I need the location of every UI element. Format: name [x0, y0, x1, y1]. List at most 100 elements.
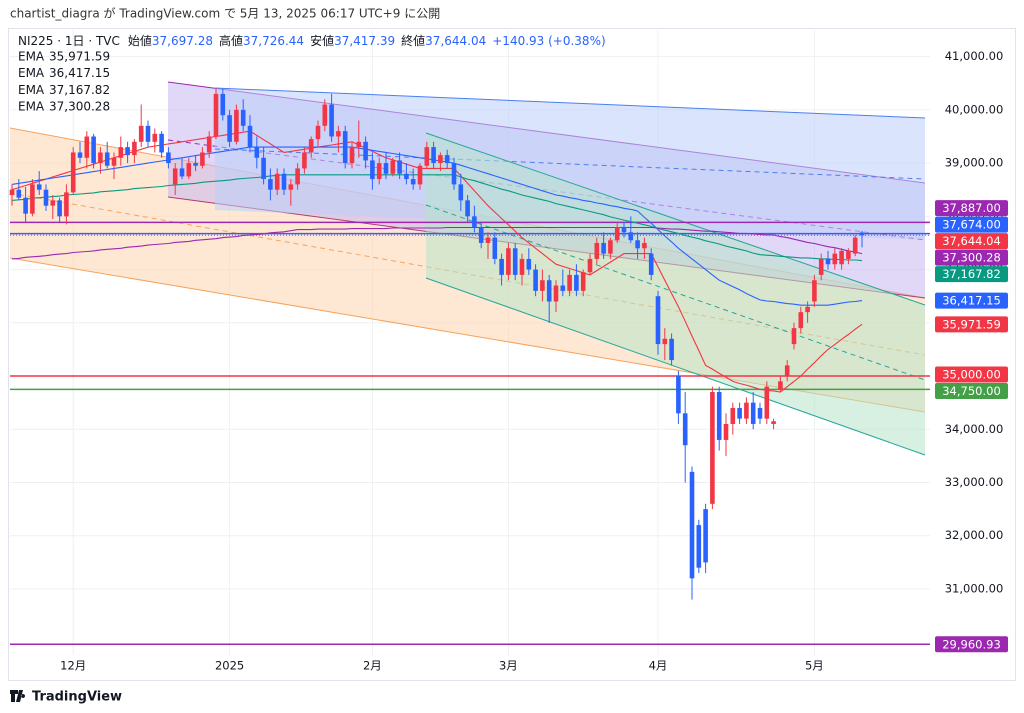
- x-tick-label: 12月: [60, 659, 86, 673]
- x-tick-label: 5月: [805, 659, 824, 673]
- candle-body: [655, 296, 661, 345]
- price-badge-label: 35,971.59: [942, 317, 1001, 331]
- legend: NI225 · 1日 · TVC 始値37,697.28 高値37,726.44 安値…: [18, 33, 606, 114]
- channel-line: [425, 277, 926, 456]
- price-badge-label: 37,167.82: [942, 267, 1001, 281]
- candle-body: [750, 402, 756, 424]
- price-badge: [935, 316, 1008, 333]
- candle-body: [70, 152, 76, 193]
- candle-body: [254, 147, 260, 158]
- candle-body: [179, 168, 185, 177]
- ohlc-value: 37,697.28: [152, 34, 213, 48]
- x-tick-label: 3月: [499, 659, 518, 673]
- candle-body: [397, 160, 402, 174]
- candle-body: [648, 253, 654, 275]
- candle-body: [778, 381, 783, 390]
- ohlc-name: 高値: [219, 33, 243, 48]
- candle-body: [261, 157, 266, 180]
- price-badge-label: 29,960.93: [942, 637, 1001, 651]
- candle-body: [710, 392, 715, 504]
- candle-body: [805, 306, 810, 313]
- channels: [9, 81, 926, 456]
- candle-body: [716, 392, 722, 440]
- logo: [10, 690, 26, 702]
- ohlc-name: 安値: [310, 33, 334, 48]
- published-note: chartist_diagra が TradingView.com で 5月 1…: [10, 6, 440, 21]
- channel-mid: [425, 204, 926, 381]
- candle-body: [57, 200, 62, 217]
- legend-name: EMA: [18, 66, 45, 80]
- symbol: NI225 · 1日 · TVC: [18, 34, 120, 48]
- candle-body: [295, 168, 300, 185]
- candle-body: [193, 163, 198, 166]
- price-badge: [935, 382, 1008, 399]
- y-tick-label: 41,000.00: [945, 49, 1004, 63]
- price-badge-label: 36,417.15: [942, 294, 1001, 308]
- candle-body: [812, 280, 817, 302]
- candle-body: [247, 125, 253, 148]
- candle-body: [594, 242, 600, 259]
- price-badge: [935, 216, 1008, 233]
- candle-body: [784, 365, 790, 377]
- candle-body: [682, 413, 688, 446]
- footer: TradingView: [10, 690, 122, 705]
- candle-body: [118, 147, 124, 158]
- frame: [8, 28, 1016, 681]
- candle-body: [64, 192, 69, 217]
- candle-body: [138, 125, 144, 142]
- candle-body: [567, 274, 572, 291]
- candle-body: [329, 104, 334, 137]
- candle-body: [608, 240, 613, 254]
- candle-body: [839, 250, 844, 265]
- ohlc-name: 終値: [401, 33, 425, 48]
- candles: [9, 88, 865, 600]
- candle-body: [444, 155, 450, 164]
- candle-body: [662, 338, 668, 345]
- candle-body: [98, 152, 103, 164]
- candle-body: [315, 125, 321, 140]
- candle-body: [587, 258, 593, 273]
- candle-body: [852, 237, 858, 254]
- price-badge: [935, 292, 1008, 309]
- candle-body: [50, 200, 56, 206]
- candle-body: [635, 240, 640, 249]
- price-badge: [935, 366, 1008, 383]
- candle-body: [16, 189, 22, 198]
- ohlc-value: 37,644.04: [425, 34, 486, 48]
- candle-body: [404, 173, 409, 180]
- candle-body: [30, 184, 35, 214]
- candle-body: [206, 136, 212, 153]
- candle-body: [268, 179, 273, 190]
- legend-value: 36,417.15: [49, 66, 110, 80]
- candle-body: [580, 272, 586, 291]
- x-tick-label: 4月: [649, 659, 668, 673]
- legend-name: EMA: [18, 50, 45, 64]
- candle-body: [499, 258, 504, 275]
- candle-body: [363, 141, 368, 161]
- brand: TradingView: [32, 690, 122, 705]
- price-badge: [935, 266, 1008, 283]
- candle-body: [703, 509, 708, 563]
- ohlc-value: 37,726.44: [243, 34, 304, 48]
- y-tick-label: 31,000.00: [945, 581, 1004, 595]
- candle-body: [274, 173, 280, 190]
- candle-body: [526, 258, 532, 270]
- candle-body: [492, 237, 498, 259]
- candle-body: [846, 250, 851, 259]
- channel-line: [425, 132, 926, 306]
- candle-body: [451, 163, 457, 185]
- candle-body: [240, 109, 246, 126]
- candle-body: [77, 152, 83, 158]
- candle-body: [458, 184, 464, 201]
- price-badge-label: 34,750.00: [942, 384, 1001, 398]
- legend-name: EMA: [18, 100, 45, 114]
- y-tick-label: 32,000.00: [945, 528, 1004, 542]
- candle-body: [145, 125, 151, 142]
- ohlc-value: 37,417.39: [334, 34, 395, 48]
- candle-body: [23, 197, 28, 214]
- candle-body: [553, 285, 559, 302]
- candle-body: [166, 152, 171, 164]
- candle-body: [376, 163, 382, 180]
- channel-line: [214, 87, 926, 119]
- price-badge-label: 37,300.28: [942, 251, 1001, 265]
